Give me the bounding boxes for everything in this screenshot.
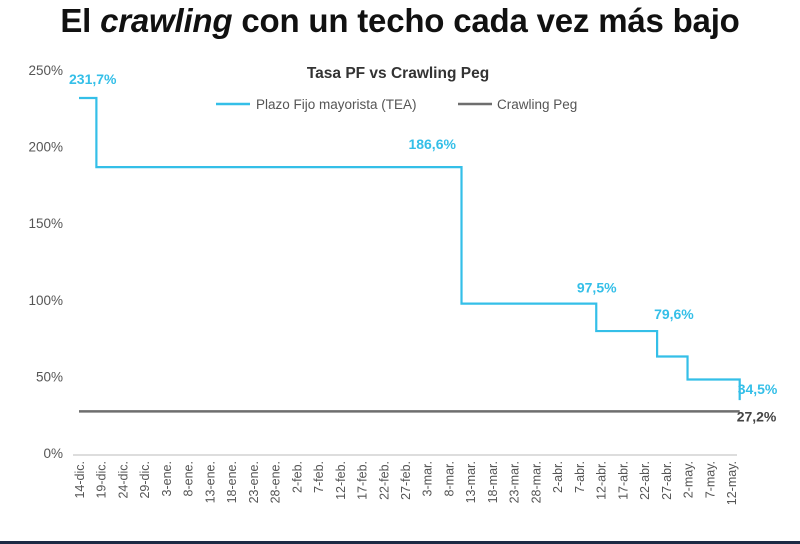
- x-tick-label: 29-dic.: [138, 461, 152, 499]
- data-label-pf: 79,6%: [654, 306, 694, 322]
- x-tick-label: 12-feb.: [334, 461, 348, 500]
- x-tick-label: 27-abr.: [660, 461, 674, 500]
- headline-part-2: crawling: [100, 2, 233, 39]
- x-tick-label: 12-may.: [725, 461, 739, 505]
- bottom-rule: [0, 541, 800, 544]
- x-tick-label: 23-ene.: [247, 461, 261, 503]
- data-label-pf: 34,5%: [738, 381, 778, 397]
- headline-part-1: El: [60, 2, 101, 39]
- x-tick-label: 8-mar.: [442, 461, 456, 496]
- x-tick-label: 7-may.: [703, 461, 717, 498]
- y-tick-label: 100%: [28, 293, 63, 308]
- x-tick-label: 17-abr.: [616, 461, 630, 500]
- x-tick-label: 22-feb.: [377, 461, 391, 500]
- x-tick-label: 23-mar.: [508, 461, 522, 503]
- data-label-pf: 97,5%: [577, 280, 617, 296]
- x-tick-label: 2-abr.: [551, 461, 565, 493]
- x-tick-label: 3-ene.: [160, 461, 174, 496]
- x-tick-label: 12-abr.: [595, 461, 609, 500]
- x-tick-label: 7-feb.: [312, 461, 326, 493]
- y-tick-label: 150%: [28, 216, 63, 231]
- legend-label-crawling: Crawling Peg: [497, 97, 577, 112]
- x-tick-label: 22-abr.: [638, 461, 652, 500]
- x-tick-label: 3-mar.: [421, 461, 435, 496]
- legend-label-pf: Plazo Fijo mayorista (TEA): [256, 97, 417, 112]
- x-tick-label: 28-mar.: [529, 461, 543, 503]
- x-tick-label: 27-feb.: [399, 461, 413, 500]
- data-label-pf: 231,7%: [69, 71, 117, 87]
- y-tick-label: 50%: [36, 369, 63, 384]
- chart-headline: El crawling con un techo cada vez más ba…: [0, 2, 800, 40]
- x-tick-label: 18-mar.: [486, 461, 500, 503]
- x-tick-label: 8-ene.: [182, 461, 196, 496]
- x-tick-label: 2-feb.: [290, 461, 304, 493]
- chart-title: Tasa PF vs Crawling Peg: [307, 65, 489, 82]
- x-tick-label: 28-ene.: [269, 461, 283, 503]
- x-tick-label: 24-dic.: [116, 461, 130, 499]
- x-tick-label: 14-dic.: [73, 461, 87, 499]
- series-line-plazo-fijo: [79, 96, 741, 401]
- y-tick-label: 0%: [43, 446, 63, 461]
- x-tick-label: 13-mar.: [464, 461, 478, 503]
- x-tick-label: 13-ene.: [203, 461, 217, 503]
- x-tick-label: 17-feb.: [356, 461, 370, 500]
- headline-part-3: con un techo cada vez más bajo: [232, 2, 740, 39]
- x-tick-label: 2-may.: [682, 461, 696, 498]
- x-tick-label: 19-dic.: [95, 461, 109, 499]
- data-label-crawling: 27,2%: [737, 408, 777, 424]
- y-tick-label: 200%: [28, 140, 63, 155]
- y-tick-label: 250%: [28, 63, 63, 78]
- x-tick-label: 18-ene.: [225, 461, 239, 503]
- x-tick-label: 7-abr.: [573, 461, 587, 493]
- data-label-pf: 186,6%: [408, 136, 456, 152]
